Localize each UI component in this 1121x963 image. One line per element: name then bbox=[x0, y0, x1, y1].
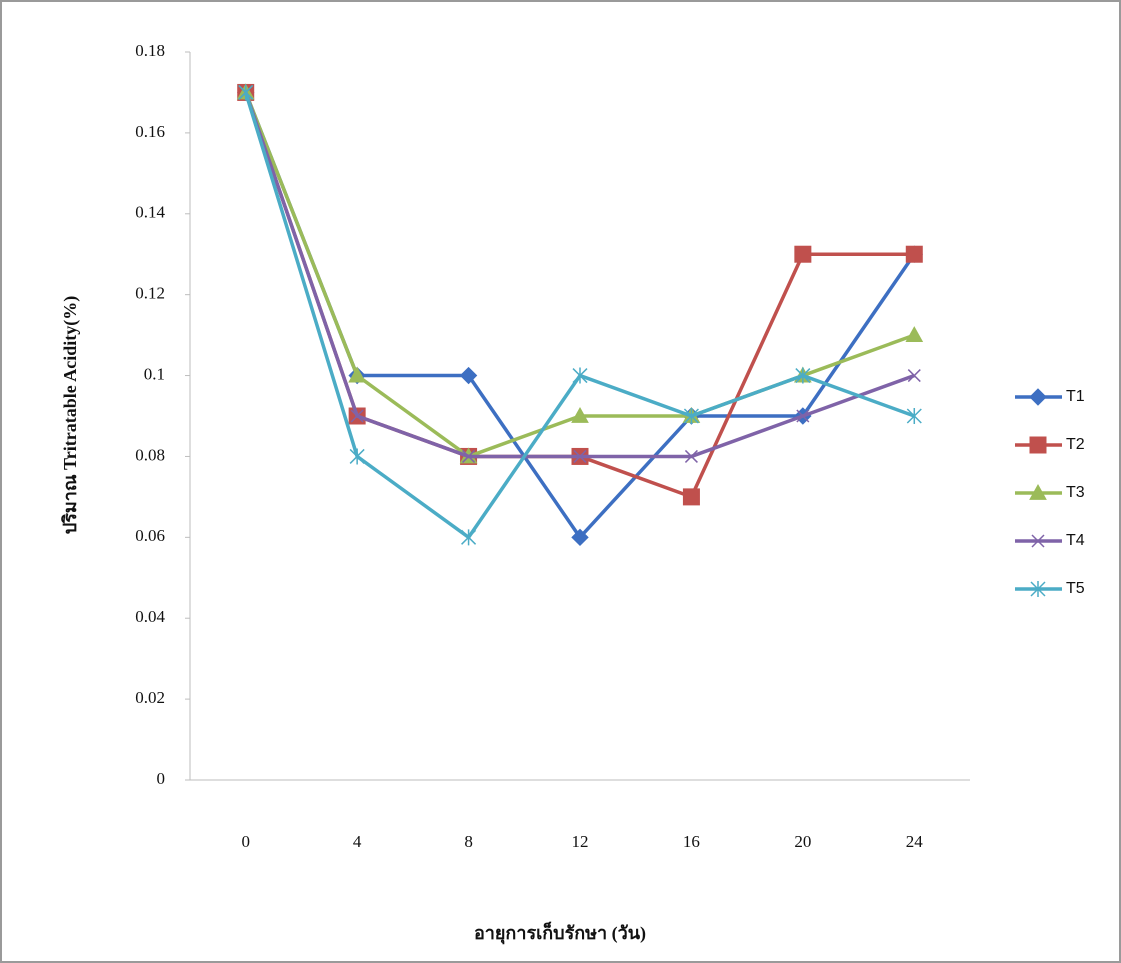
chart: อายุการเก็บรักษา (วัน) ปริมาณ Tritratabl… bbox=[0, 0, 1121, 963]
y-tick-label: 0.08 bbox=[135, 445, 165, 464]
marker bbox=[683, 489, 699, 505]
x-tick-label: 16 bbox=[683, 832, 700, 851]
x-tick-label: 12 bbox=[572, 832, 589, 851]
legend-text: T5 bbox=[1066, 580, 1085, 597]
x-tick-label: 8 bbox=[464, 832, 473, 851]
legend-text: T4 bbox=[1066, 532, 1085, 549]
x-tick-label: 24 bbox=[906, 832, 924, 851]
y-tick-label: 0.1 bbox=[144, 364, 165, 383]
y-tick-label: 0.18 bbox=[135, 41, 165, 60]
x-tick-label: 4 bbox=[353, 832, 362, 851]
marker bbox=[906, 246, 922, 262]
y-tick-label: 0.16 bbox=[135, 122, 165, 141]
y-axis-title: ปริมาณ Tritratable Acidity(%) bbox=[60, 296, 81, 534]
legend-text: T2 bbox=[1066, 436, 1085, 453]
legend-text: T3 bbox=[1066, 484, 1085, 501]
x-tick-label: 0 bbox=[241, 832, 250, 851]
legend-text: T1 bbox=[1066, 388, 1085, 405]
chart-frame bbox=[1, 1, 1120, 962]
legend-marker bbox=[1030, 437, 1046, 453]
y-tick-label: 0.02 bbox=[135, 688, 165, 707]
x-axis-title: อายุการเก็บรักษา (วัน) bbox=[474, 921, 646, 945]
y-tick-label: 0.04 bbox=[135, 607, 165, 626]
y-tick-label: 0 bbox=[157, 769, 166, 788]
x-tick-label: 20 bbox=[794, 832, 811, 851]
y-tick-label: 0.06 bbox=[135, 526, 165, 545]
y-tick-label: 0.14 bbox=[135, 203, 165, 222]
y-tick-label: 0.12 bbox=[135, 284, 165, 303]
page: อายุการเก็บรักษา (วัน) ปริมาณ Tritratabl… bbox=[0, 0, 1121, 963]
marker bbox=[795, 246, 811, 262]
